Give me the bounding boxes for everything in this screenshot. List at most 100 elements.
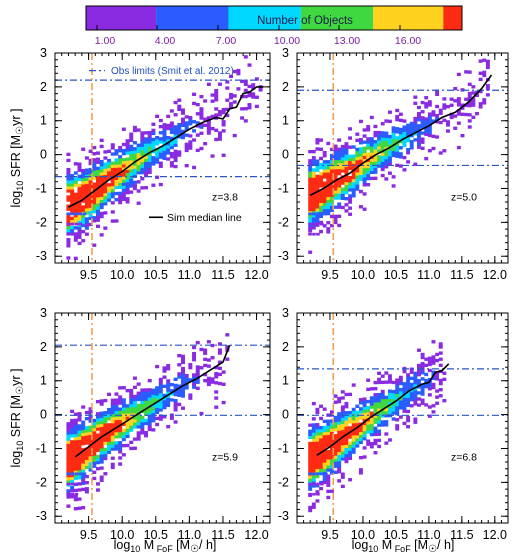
heatmap-cell [229,102,234,106]
heatmap-cell [348,206,353,210]
heatmap-cell [136,416,141,420]
heatmap-cell [333,181,338,185]
heatmap-cell [73,476,78,480]
heatmap-cell [70,467,75,472]
heatmap-cell [329,434,334,439]
heatmap-cell [121,173,126,177]
heatmap-cell [206,82,211,86]
heatmap-cell [214,405,219,409]
heatmap-cell [340,193,345,197]
heatmap-cell [132,171,137,175]
heatmap-cell [456,121,461,125]
heatmap-cell [81,457,86,461]
heatmap-cell [449,115,454,120]
heatmap-cell [125,178,130,183]
heatmap-cell [95,215,100,219]
heatmap-cell [387,159,392,163]
heatmap-cell [348,441,353,445]
heatmap-cell [70,424,75,429]
heatmap-cell [384,152,389,157]
heatmap-cell [110,201,115,205]
heatmap-cell [351,419,356,424]
heatmap-cell [103,199,108,203]
heatmap-cell [319,181,324,185]
x-tick-label: 12.0 [244,528,268,542]
heatmap-cell [121,182,126,186]
heatmap-cell [373,176,378,180]
heatmap-cell [369,399,374,403]
heatmap-cell [366,409,371,413]
heatmap-cell [162,396,167,401]
heatmap-cell [387,150,392,154]
heatmap-cell [333,184,338,188]
heatmap-cell [92,206,97,211]
heatmap-cell [340,160,345,164]
heatmap-cell [77,424,82,428]
heatmap-cell [380,140,385,144]
heatmap-cell [377,432,382,436]
heatmap-cell [192,92,197,96]
heatmap-cell [210,99,215,103]
heatmap-cell [453,126,458,130]
heatmap-cell [387,377,392,381]
heatmap-cell [129,428,134,432]
heatmap-cell [107,444,112,448]
heatmap-cell [340,405,345,409]
heatmap-cell [73,458,78,462]
heatmap-cell [435,374,440,378]
heatmap-cell [66,183,71,187]
heatmap-cell [315,199,320,203]
heatmap-cell [99,172,104,176]
heatmap-cell [340,423,345,428]
heatmap-cell [395,427,400,431]
heatmap-cell [92,173,97,177]
heatmap-cell [110,173,115,178]
heatmap-cell [395,408,400,413]
heatmap-cell [136,164,141,169]
y-tick-label: 3 [282,46,289,60]
heatmap-cell [362,403,367,407]
heatmap-cell [340,150,345,155]
heatmap-cell [333,424,338,429]
x-tick-label: 10.0 [351,268,375,282]
heatmap-cell [373,441,378,446]
heatmap-cell [140,170,145,175]
heatmap-cell [121,158,126,162]
heatmap-cell [121,453,126,457]
heatmap-cell [73,452,78,456]
heatmap-cell [395,396,400,401]
heatmap-cell [337,153,342,158]
heatmap-cell [70,222,75,226]
heatmap-cell [177,153,182,157]
heatmap-cell [162,147,167,151]
heatmap-cell [177,375,182,379]
heatmap-cell [73,436,78,441]
heatmap-cell [384,155,389,160]
heatmap-cell [66,204,71,208]
heatmap-cell [391,411,396,415]
heatmap-cell [413,162,418,166]
heatmap-cell [395,127,400,131]
heatmap-cell [114,185,119,190]
heatmap-cell [308,212,312,216]
heatmap-cell [84,171,89,175]
heatmap-cell [140,425,145,429]
heatmap-cell [351,154,356,158]
heatmap-cell [380,389,385,394]
heatmap-cell [125,413,130,417]
heatmap-cell [77,235,82,240]
heatmap-cell [70,449,75,453]
heatmap-cell [121,419,126,423]
heatmap-cell [166,145,171,149]
heatmap-cell [322,175,327,179]
heatmap-cell [377,396,382,400]
heatmap-cell [121,164,126,168]
heatmap-cell [362,155,367,160]
heatmap-cell [132,141,137,145]
heatmap-cell [136,155,141,160]
heatmap-cell [195,374,200,378]
heatmap-cell [125,157,130,161]
heatmap-cell [121,410,126,414]
